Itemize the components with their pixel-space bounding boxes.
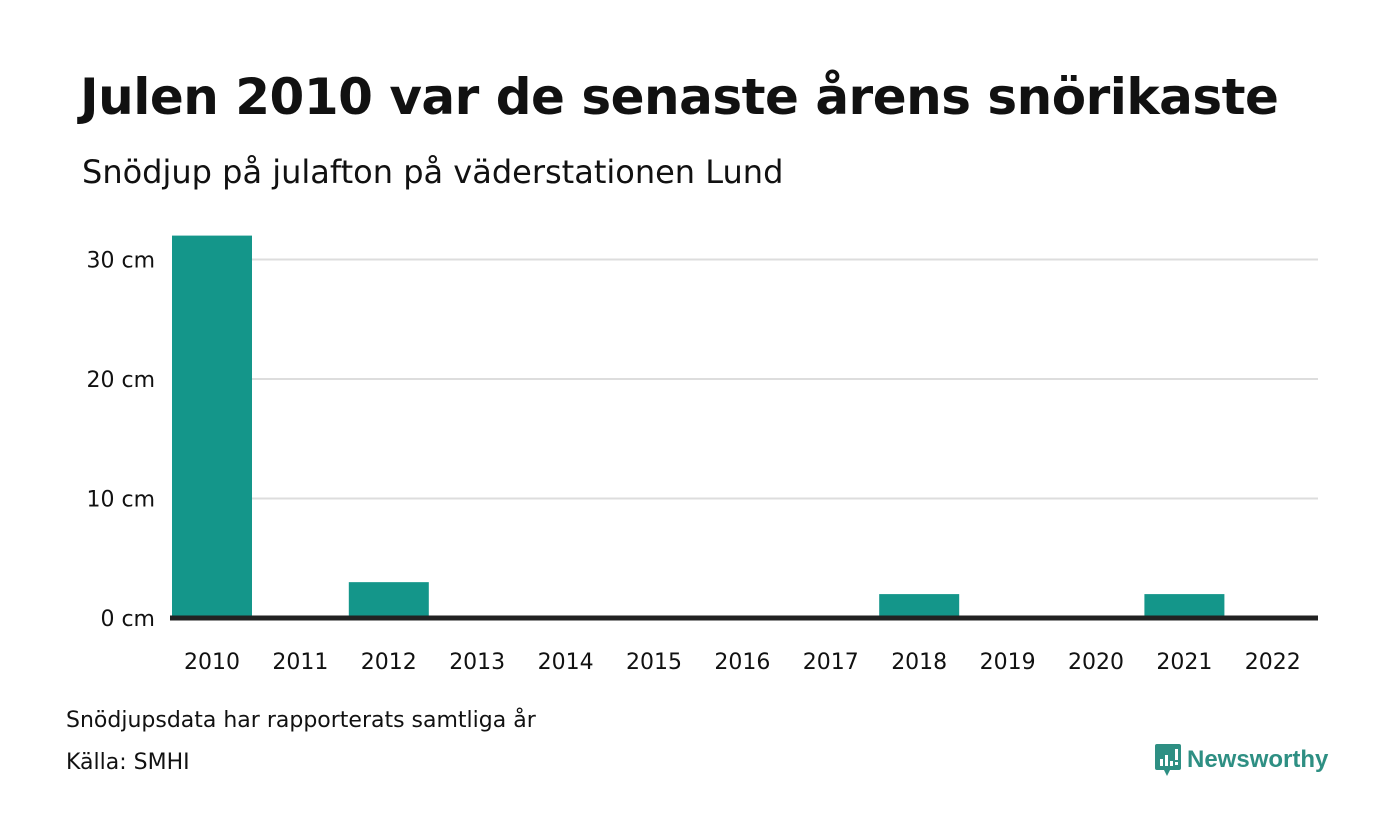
y-tick-label: 20 cm (86, 368, 155, 393)
chart-title: Julen 2010 var de senaste årens snörikas… (80, 68, 1279, 126)
x-tick-label: 2021 (1156, 650, 1212, 675)
bar (172, 235, 252, 618)
x-tick-label: 2015 (626, 650, 682, 675)
brand-name: Newsworthy (1187, 746, 1329, 773)
x-tick-label: 2010 (184, 650, 240, 675)
x-tick-label: 2022 (1245, 650, 1301, 675)
x-tick-label: 2017 (803, 650, 859, 675)
data-note: Snödjupsdata har rapporterats samtliga å… (66, 708, 536, 733)
y-tick-label: 0 cm (100, 607, 155, 632)
x-tick-label: 2019 (980, 650, 1036, 675)
x-tick-label: 2020 (1068, 650, 1124, 675)
x-tick-label: 2016 (714, 650, 770, 675)
bar (879, 594, 960, 618)
bar (348, 582, 429, 618)
x-tick-label: 2014 (538, 650, 594, 675)
bar (1144, 594, 1225, 618)
x-tick-label: 2018 (891, 650, 947, 675)
y-tick-label: 30 cm (86, 249, 155, 274)
newsworthy-logo: Newsworthy (1155, 744, 1328, 776)
chart-subtitle: Snödjup på julafton på väderstationen Lu… (82, 153, 784, 191)
x-tick-label: 2011 (272, 650, 328, 675)
newsworthy-chart-icon (1155, 744, 1181, 776)
y-tick-label: 10 cm (86, 488, 155, 513)
bar-chart: 0 cm 10 cm 20 cm 30 cm 2010 2011 2012 2013 2014 2… (86, 235, 1318, 675)
source-note: Källa: SMHI (66, 750, 190, 775)
x-tick-label: 2012 (361, 650, 417, 675)
x-tick-label: 2013 (449, 650, 505, 675)
